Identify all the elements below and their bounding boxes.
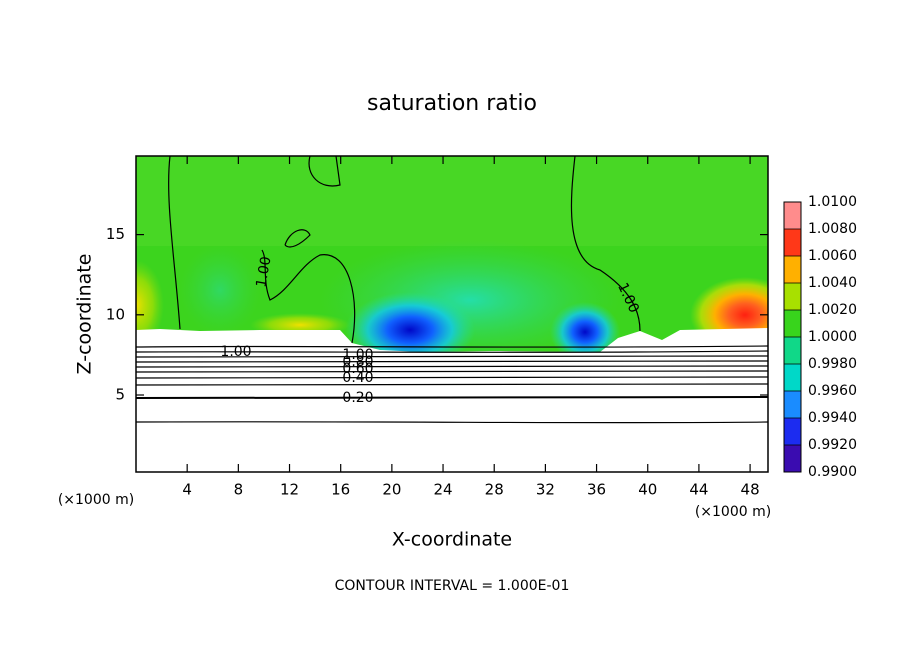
x-tick-label: 8 — [234, 481, 244, 499]
x-tick-label: 40 — [638, 481, 657, 499]
y-axis-label: Z-coordinate — [74, 254, 96, 375]
contour-label: 1.00 — [342, 347, 373, 363]
y-tick-label: 5 — [115, 386, 125, 404]
y-tick-label: 15 — [106, 225, 125, 243]
colorbar-tick-label: 1.0000 — [808, 329, 857, 345]
x-tick-label: 28 — [485, 481, 504, 499]
colorbar-segment — [784, 256, 801, 283]
contour-label: 0.80 — [342, 354, 373, 370]
x-tick-label: 32 — [536, 481, 555, 499]
colorbar-segment — [784, 364, 801, 391]
x-tick-label: 48 — [741, 481, 760, 499]
y-unit: (×1000 m) — [58, 492, 134, 508]
colorbar-segment — [784, 202, 801, 229]
colorbar-tick-label: 1.0020 — [808, 302, 857, 318]
x-unit: (×1000 m) — [695, 504, 771, 520]
colorbar-segment — [784, 445, 801, 472]
contour-label: 1.00 — [220, 344, 251, 360]
contour-label: 0.40 — [342, 370, 373, 386]
colorbar-tick-label: 1.0040 — [808, 275, 857, 291]
colorbar-tick-label: 0.9960 — [808, 383, 857, 399]
colorbar-tick-label: 0.9900 — [808, 464, 857, 480]
x-axis-label: X-coordinate — [392, 529, 512, 551]
colorbar-tick-label: 1.0100 — [808, 194, 857, 210]
footnote: CONTOUR INTERVAL = 1.000E-01 — [335, 578, 570, 594]
colorbar-tick-label: 1.0080 — [808, 221, 857, 237]
colorbar-segment — [784, 337, 801, 364]
colorbar-segment — [784, 283, 801, 310]
colorbar-segment — [784, 310, 801, 337]
x-tick-label: 44 — [689, 481, 708, 499]
contour-label: 0.20 — [342, 390, 373, 406]
colorbar-tick-label: 0.9920 — [808, 437, 857, 453]
x-tick-label: 4 — [182, 481, 192, 499]
y-tick-label: 10 — [106, 305, 125, 323]
colorbar-segment — [784, 229, 801, 256]
colorbar-tick-label: 1.0060 — [808, 248, 857, 264]
x-tick-label: 16 — [331, 481, 350, 499]
colorbar-segment — [784, 391, 801, 418]
contour-label: 0.60 — [342, 361, 373, 377]
chart-title: saturation ratio — [367, 91, 537, 116]
x-tick-label: 12 — [280, 481, 299, 499]
x-tick-label: 24 — [433, 481, 452, 499]
contour-labels: 1.00 1.00 1.00 1.00 0.80 0.60 0.40 0.20 — [220, 255, 641, 406]
plot-frame — [135, 155, 769, 473]
field — [136, 156, 768, 472]
colorbar-tick-label: 0.9980 — [808, 356, 857, 372]
x-tick-label: 20 — [382, 481, 401, 499]
x-tick-label: 36 — [587, 481, 606, 499]
contour-label: 1.00 — [253, 255, 274, 288]
colorbar-segment — [784, 418, 801, 445]
colorbar-tick-label: 0.9940 — [808, 410, 857, 426]
